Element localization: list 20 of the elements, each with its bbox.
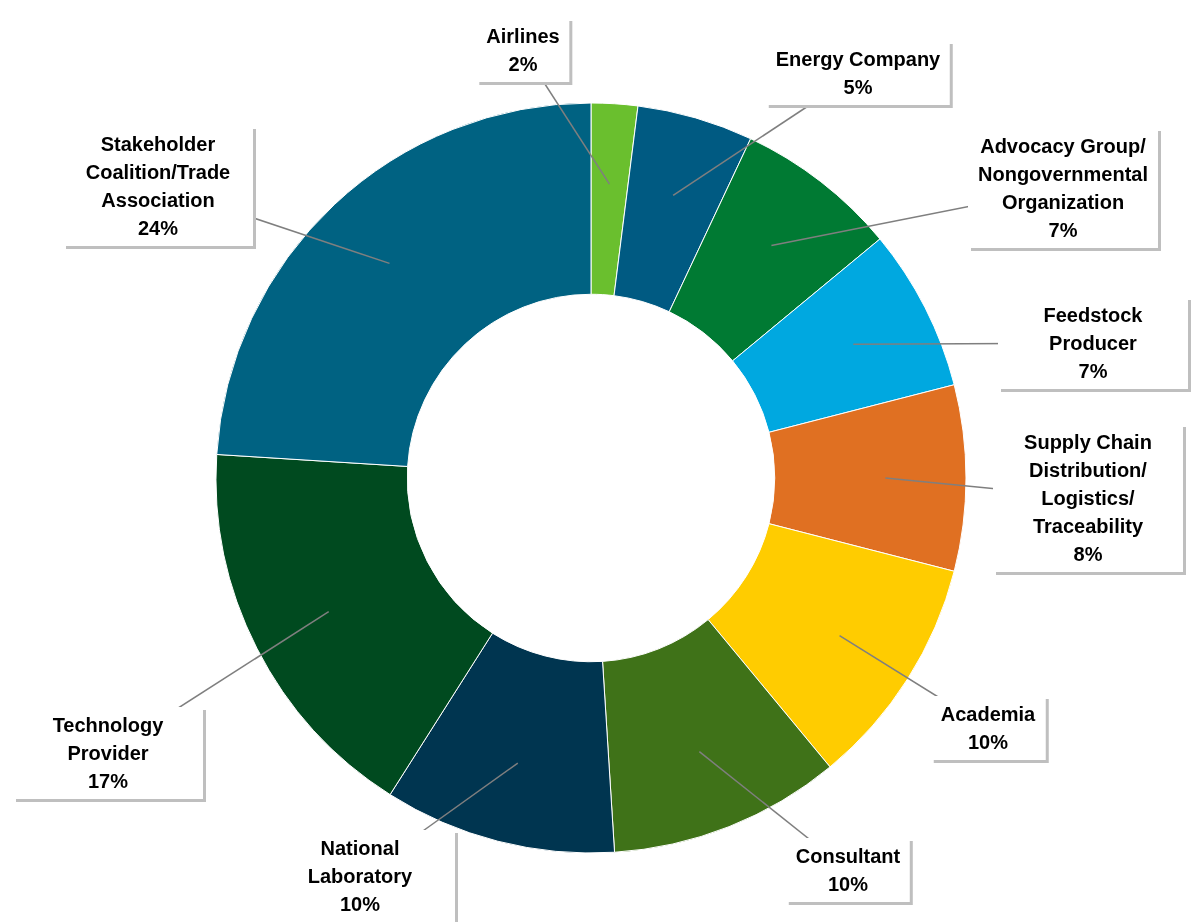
data-label: 7% xyxy=(1047,218,1079,243)
slice-label: Technology Provider xyxy=(51,713,165,766)
data-label: 10% xyxy=(339,892,381,917)
slice-label: Feedstock Producer xyxy=(1042,303,1144,356)
data-label: 10% xyxy=(827,872,869,897)
data-label: 5% xyxy=(842,75,874,100)
data-label: 2% xyxy=(507,52,539,77)
data-label: 8% xyxy=(1072,542,1104,567)
data-label: 10% xyxy=(967,730,1009,755)
slice-label: Stakeholder Coalition/Trade Association xyxy=(84,132,232,213)
slice-label: Academia xyxy=(940,702,1036,727)
slice-label: Advocacy Group/ Nongovernmental Organization xyxy=(978,134,1149,215)
slice-label: National Laboratory xyxy=(306,836,414,889)
data-label: 24% xyxy=(137,216,179,241)
slice-label: Consultant xyxy=(795,844,901,869)
data-label: 17% xyxy=(87,769,129,794)
slice-label: Supply Chain Distribution/ Logistics/ Traceability xyxy=(1023,430,1153,539)
slice-label: Airlines xyxy=(486,24,560,49)
data-label: 7% xyxy=(1077,359,1109,384)
slice-label: Energy Company xyxy=(775,47,941,72)
